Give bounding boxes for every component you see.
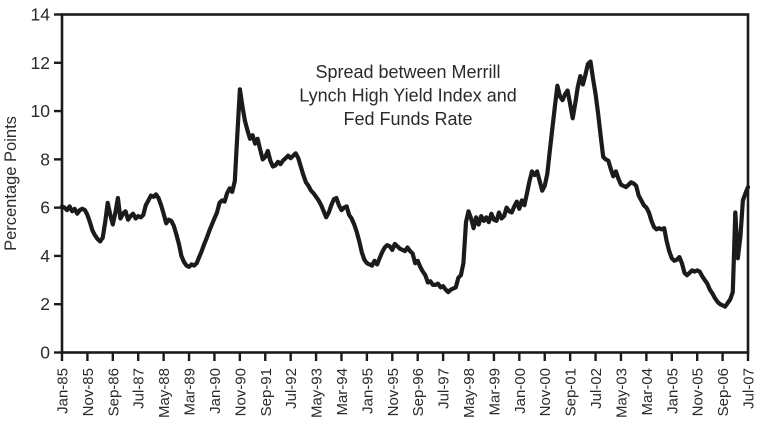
x-axis-tick-label: Nov-90	[232, 368, 249, 416]
x-axis-tick-label: Nov-05	[690, 368, 707, 416]
x-axis-tick-label: May-98	[461, 368, 478, 418]
x-axis-tick-label: May-93	[309, 368, 326, 418]
x-axis-tick-label: Jul-97	[436, 368, 453, 409]
spread-line	[59, 59, 751, 309]
x-axis-tick-label: Sep-86	[105, 368, 122, 416]
y-axis-tick-label: 12	[31, 53, 50, 73]
x-axis-tick-label: Jan-90	[207, 368, 224, 414]
y-axis-tick-label: 4	[40, 246, 50, 266]
x-axis-tick-label: Sep-91	[258, 368, 275, 416]
x-axis-tick-label: Nov-85	[80, 368, 97, 416]
x-axis-tick-label: Mar-94	[334, 368, 351, 416]
x-axis-tick-label: Jan-95	[359, 368, 376, 414]
x-axis-tick-label: Mar-04	[639, 368, 656, 416]
x-axis-tick-label: Sep-96	[410, 368, 427, 416]
x-axis-tick-label: May-88	[156, 368, 173, 418]
y-axis-tick-label: 8	[40, 149, 50, 169]
x-axis-tick-label: Jul-07	[741, 368, 758, 409]
x-axis-tick-label: May-03	[613, 368, 630, 418]
chart-title: Spread between Merrill Lynch High Yield I…	[299, 62, 517, 129]
x-axis-tick-label: Sep-01	[563, 368, 580, 416]
x-axis-tick-label: Mar-99	[486, 368, 503, 416]
x-axis-tick-label: Jan-05	[664, 368, 681, 414]
x-axis-tick-label: Jul-92	[283, 368, 300, 409]
x-axis-tick-label: Nov-95	[385, 368, 402, 416]
x-axis-tick-label: Mar-89	[182, 368, 199, 416]
x-axis-tick-label: Jul-02	[588, 368, 605, 409]
x-axis-tick-label: Sep-06	[715, 368, 732, 416]
y-axis-tick-label: 2	[40, 294, 50, 314]
y-axis-tick-label: 0	[40, 343, 50, 363]
x-axis-tick-label: Nov-00	[537, 368, 554, 416]
x-axis-tick-label: Jan-85	[55, 368, 72, 414]
plot-frame	[60, 13, 750, 354]
y-axis-tick-label: 14	[31, 5, 51, 25]
y-axis-tick-label: 10	[31, 101, 51, 121]
y-axis-label: Percentage Points	[2, 116, 20, 251]
x-axis-tick-label: Jul-87	[131, 368, 148, 409]
y-axis-tick-label: 6	[40, 198, 50, 218]
x-axis-tick-label: Jan-00	[512, 368, 529, 414]
